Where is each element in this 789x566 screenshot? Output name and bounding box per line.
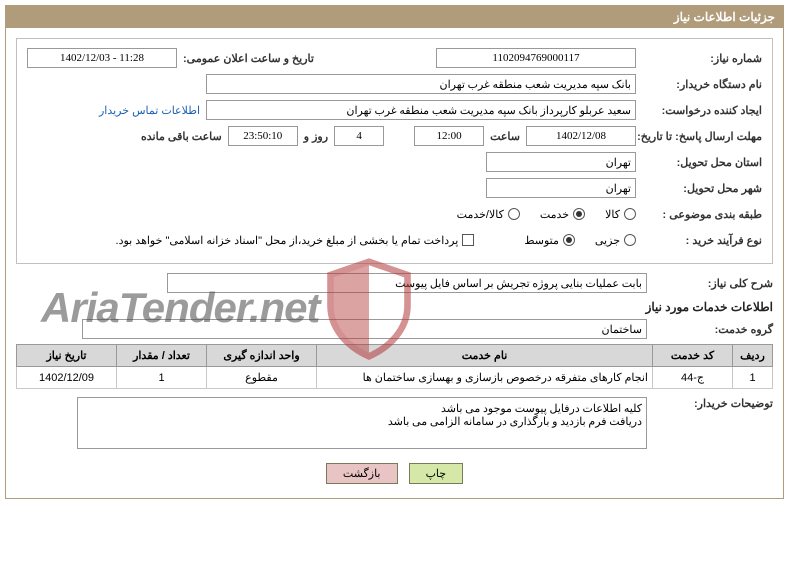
remain-days-field[interactable] xyxy=(334,126,384,146)
buyer-notes-label: توضیحات خریدار: xyxy=(653,397,773,410)
province-label: استان محل تحویل: xyxy=(642,156,762,169)
buyer-org-label: نام دستگاه خریدار: xyxy=(642,78,762,91)
proc-type-label: نوع فرآیند خرید : xyxy=(642,234,762,247)
cell-row: 1 xyxy=(733,367,773,389)
service-group-label: گروه خدمت: xyxy=(653,323,773,336)
days-and: روز و xyxy=(304,130,328,143)
print-button[interactable]: چاپ xyxy=(409,463,464,484)
cell-qty: 1 xyxy=(117,367,207,389)
payment-note: پرداخت تمام یا بخشی از مبلغ خرید،از محل … xyxy=(116,234,459,247)
category-label: طبقه بندی موضوعی : xyxy=(642,208,762,221)
need-desc-label: شرح کلی نیاز: xyxy=(653,277,773,290)
need-desc-field[interactable] xyxy=(167,273,647,293)
cell-name: انجام کارهای متفرقه درخصوص بازسازی و بهس… xyxy=(317,367,653,389)
services-table: ردیف کد خدمت نام خدمت واحد اندازه گیری ت… xyxy=(16,344,773,389)
treasury-checkbox[interactable] xyxy=(462,234,474,246)
radio-both-label: کالا/خدمت xyxy=(457,208,504,221)
radio-medium[interactable]: متوسط xyxy=(524,234,575,247)
announce-dt-label: تاریخ و ساعت اعلان عمومی: xyxy=(183,52,314,65)
announce-dt-field[interactable] xyxy=(27,48,177,68)
cell-code: ج-44 xyxy=(653,367,733,389)
radio-goods[interactable]: کالا xyxy=(605,208,636,221)
radio-service-label: خدمت xyxy=(540,208,569,221)
radio-icon xyxy=(573,208,585,220)
city-label: شهر محل تحویل: xyxy=(642,182,762,195)
time-word: ساعت xyxy=(490,130,520,143)
button-bar: چاپ بازگشت xyxy=(16,453,773,488)
service-info-title: اطلاعات خدمات مورد نیاز xyxy=(16,300,773,314)
radio-service[interactable]: خدمت xyxy=(540,208,585,221)
radio-icon xyxy=(563,234,575,246)
deadline-date-field[interactable] xyxy=(526,126,636,146)
requester-label: ایجاد کننده درخواست: xyxy=(642,104,762,117)
radio-icon xyxy=(508,208,520,220)
province-field[interactable] xyxy=(486,152,636,172)
radio-icon xyxy=(624,208,636,220)
th-code: کد خدمت xyxy=(653,345,733,367)
contact-link[interactable]: اطلاعات تماس خریدار xyxy=(99,104,200,117)
panel-title: جزئیات اطلاعات نیاز xyxy=(6,6,783,28)
buyer-notes-field[interactable] xyxy=(77,397,647,449)
th-unit: واحد اندازه گیری xyxy=(207,345,317,367)
requester-field[interactable] xyxy=(206,100,636,120)
buyer-org-field[interactable] xyxy=(206,74,636,94)
main-fieldset: شماره نیاز: تاریخ و ساعت اعلان عمومی: نا… xyxy=(16,38,773,264)
deadline-label: مهلت ارسال پاسخ: تا تاریخ: xyxy=(642,130,762,143)
cell-unit: مقطوع xyxy=(207,367,317,389)
th-date: تاریخ نیاز xyxy=(17,345,117,367)
table-row: 1 ج-44 انجام کارهای متفرقه درخصوص بازساز… xyxy=(17,367,773,389)
city-field[interactable] xyxy=(486,178,636,198)
remain-time-field[interactable] xyxy=(228,126,298,146)
service-group-field[interactable] xyxy=(82,319,647,339)
radio-partial[interactable]: جزیی xyxy=(595,234,636,247)
details-panel: جزئیات اطلاعات نیاز AriaTender.net شماره… xyxy=(5,5,784,499)
radio-icon xyxy=(624,234,636,246)
need-no-field[interactable] xyxy=(436,48,636,68)
th-name: نام خدمت xyxy=(317,345,653,367)
radio-goods-label: کالا xyxy=(605,208,620,221)
radio-medium-label: متوسط xyxy=(524,234,559,247)
th-qty: تعداد / مقدار xyxy=(117,345,207,367)
remain-label: ساعت باقی مانده xyxy=(141,130,222,143)
need-no-label: شماره نیاز: xyxy=(642,52,762,65)
cell-date: 1402/12/09 xyxy=(17,367,117,389)
radio-both[interactable]: کالا/خدمت xyxy=(457,208,520,221)
back-button[interactable]: بازگشت xyxy=(326,463,398,484)
radio-partial-label: جزیی xyxy=(595,234,620,247)
deadline-time-field[interactable] xyxy=(414,126,484,146)
panel-body: AriaTender.net شماره نیاز: تاریخ و ساعت … xyxy=(6,28,783,498)
th-row: ردیف xyxy=(733,345,773,367)
